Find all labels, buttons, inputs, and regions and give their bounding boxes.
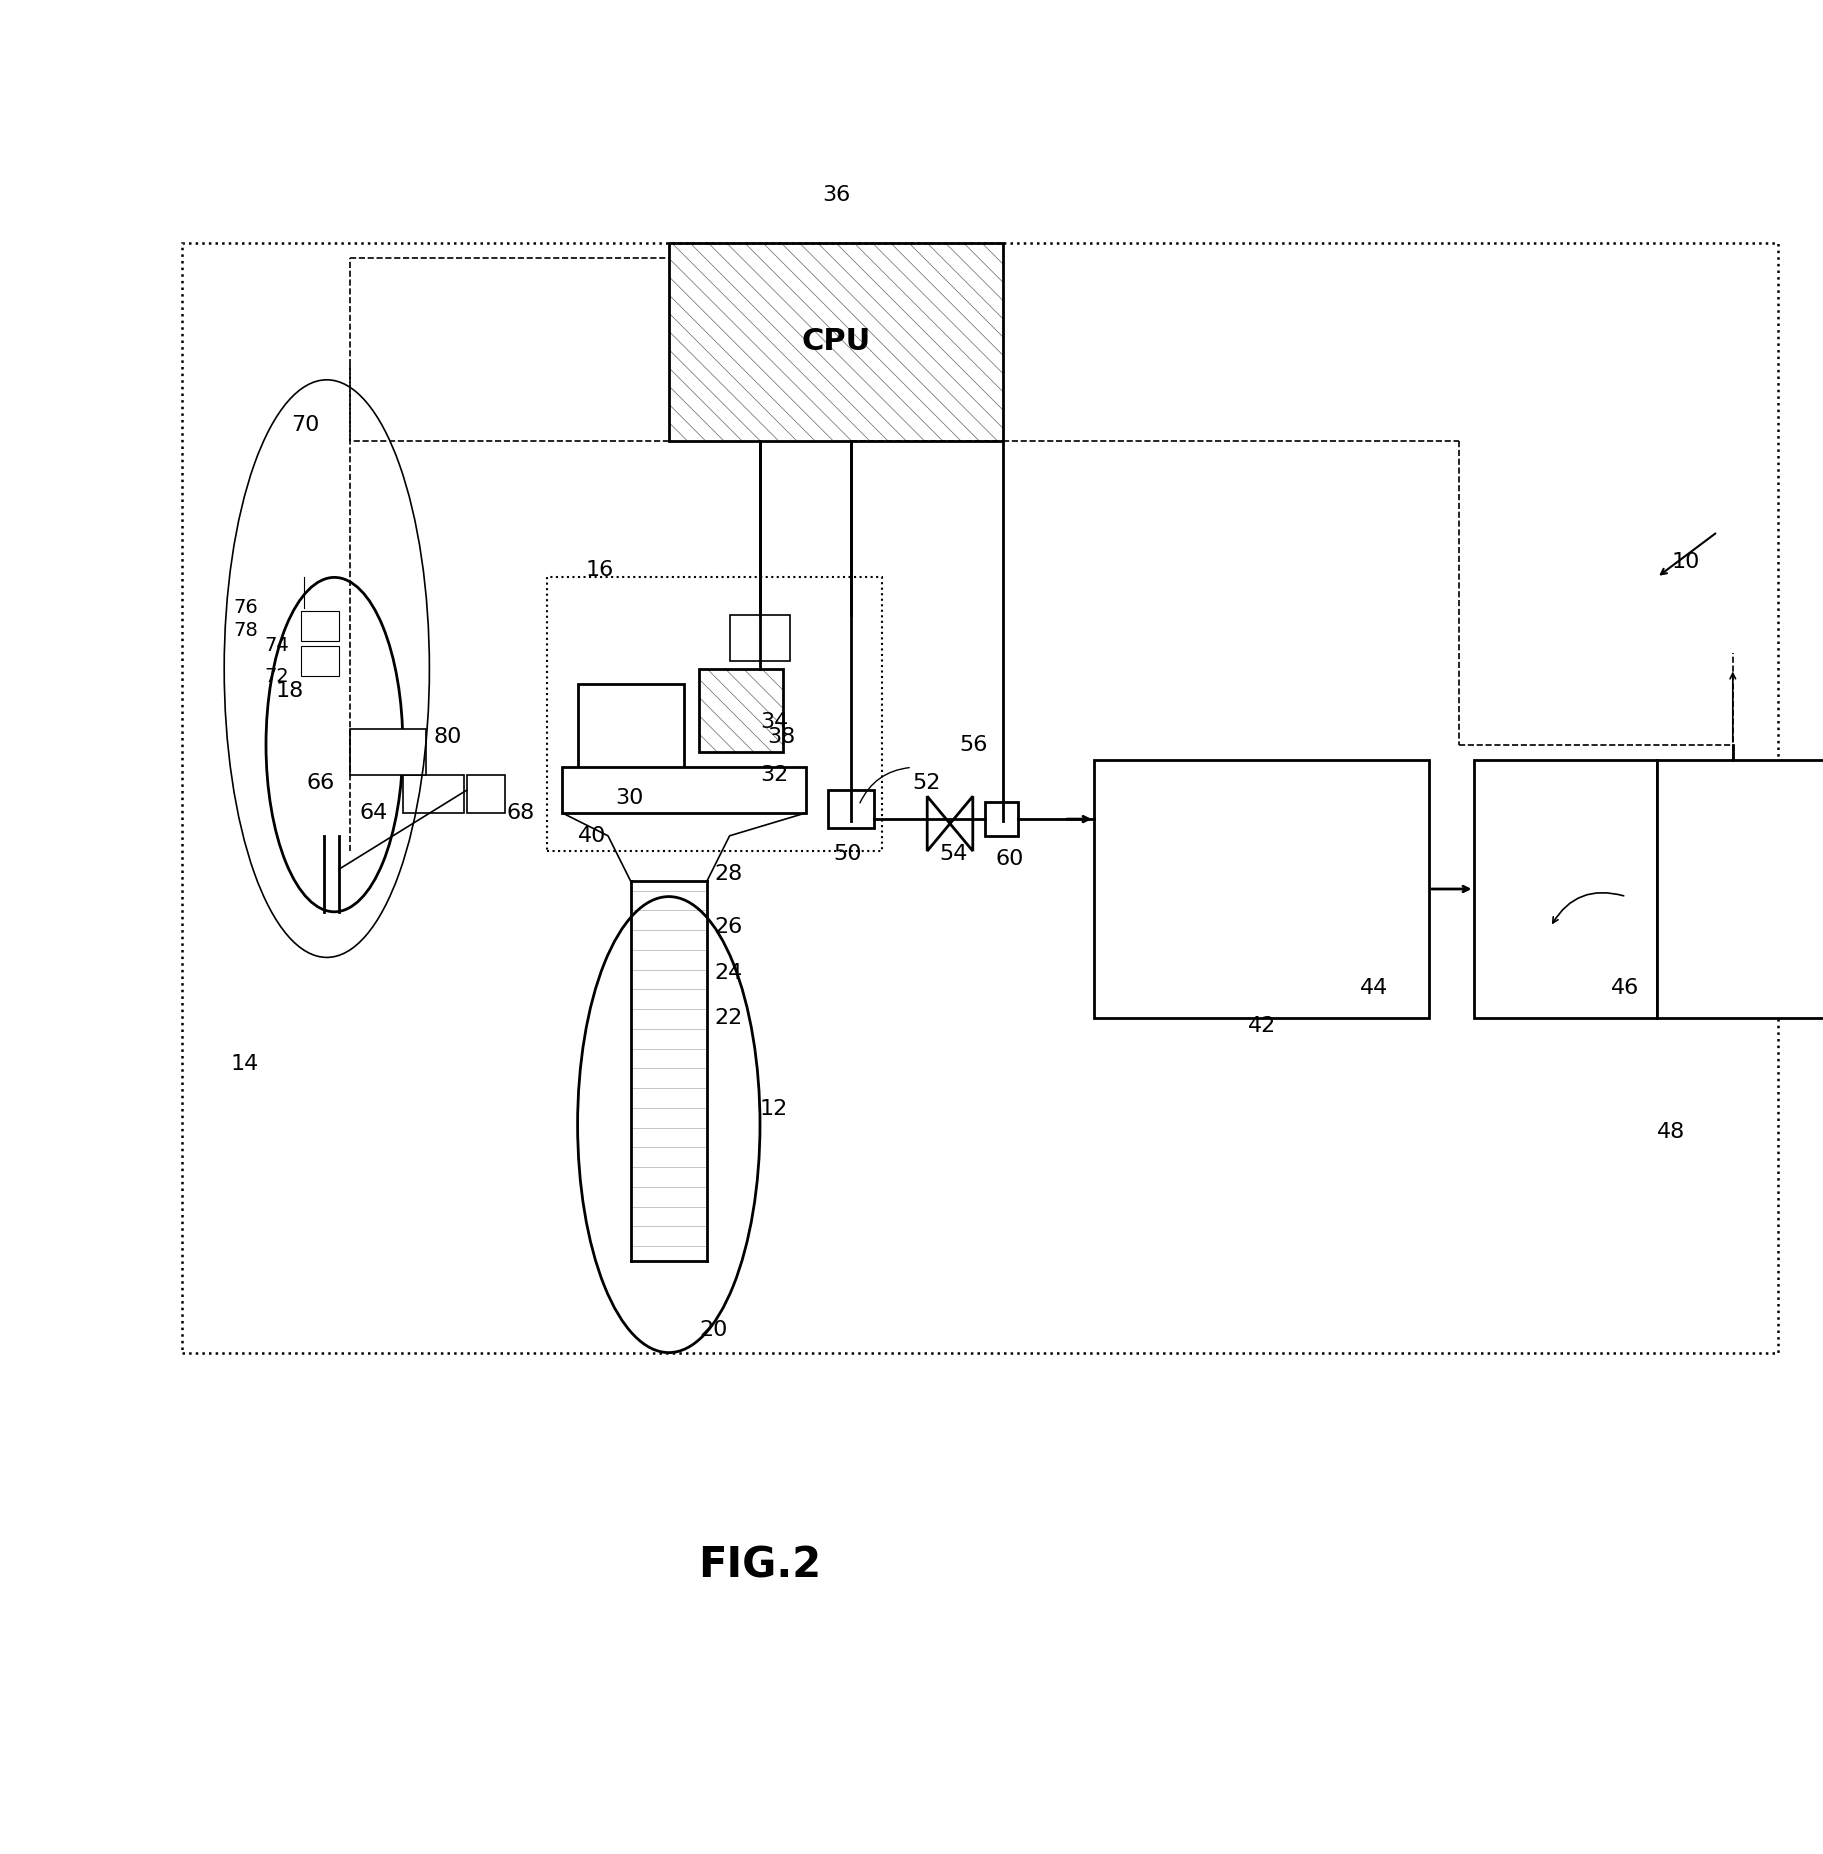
- Text: 72: 72: [264, 667, 288, 686]
- Polygon shape: [926, 795, 972, 851]
- Text: CPU: CPU: [800, 328, 870, 356]
- Text: 66: 66: [306, 773, 334, 794]
- Text: 24: 24: [715, 962, 742, 983]
- Text: 28: 28: [715, 864, 742, 884]
- Text: 50: 50: [833, 844, 860, 864]
- Text: 44: 44: [1360, 977, 1387, 997]
- Text: 70: 70: [290, 415, 319, 436]
- Bar: [301, 610, 339, 641]
- Text: 10: 10: [1672, 552, 1699, 573]
- Text: 20: 20: [698, 1320, 727, 1340]
- Text: 60: 60: [995, 849, 1023, 870]
- Text: 80: 80: [432, 727, 461, 747]
- Text: 12: 12: [760, 1099, 788, 1120]
- Text: 76: 76: [233, 599, 259, 617]
- Text: 30: 30: [616, 788, 644, 808]
- Bar: [547, 577, 881, 851]
- Bar: [561, 768, 806, 814]
- Text: 16: 16: [585, 560, 613, 580]
- Text: 18: 18: [275, 682, 304, 701]
- Text: 42: 42: [1247, 1016, 1274, 1036]
- Text: 64: 64: [359, 803, 388, 823]
- Bar: [182, 243, 1777, 1353]
- Text: 48: 48: [1655, 1122, 1684, 1142]
- Text: 74: 74: [264, 636, 288, 654]
- Text: 14: 14: [230, 1053, 259, 1073]
- Bar: [828, 790, 873, 829]
- Text: 40: 40: [578, 825, 605, 845]
- Bar: [984, 803, 1017, 836]
- Text: 32: 32: [760, 766, 788, 784]
- Bar: [301, 645, 339, 677]
- Bar: [578, 684, 684, 775]
- Text: 22: 22: [715, 1009, 742, 1029]
- Text: 26: 26: [715, 918, 742, 936]
- Text: 68: 68: [507, 803, 534, 823]
- Text: 52: 52: [912, 773, 941, 794]
- Text: 78: 78: [233, 621, 259, 640]
- Bar: [403, 775, 463, 814]
- Text: 56: 56: [959, 734, 988, 755]
- Bar: [698, 669, 782, 753]
- Bar: [467, 775, 505, 814]
- Bar: [729, 616, 789, 662]
- Bar: [669, 243, 1003, 441]
- Text: 38: 38: [767, 727, 795, 747]
- Text: 46: 46: [1610, 977, 1639, 997]
- Bar: [350, 729, 425, 775]
- Text: 36: 36: [822, 185, 850, 206]
- Bar: [1655, 760, 1823, 1018]
- Bar: [1094, 760, 1427, 1018]
- Bar: [1473, 760, 1655, 1018]
- Text: 34: 34: [760, 712, 788, 732]
- Text: FIG.2: FIG.2: [698, 1544, 820, 1587]
- Text: 54: 54: [939, 844, 968, 864]
